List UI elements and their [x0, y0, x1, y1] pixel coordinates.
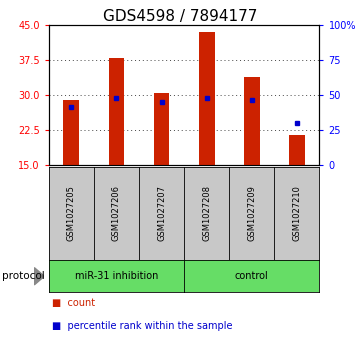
Text: GSM1027209: GSM1027209	[247, 185, 256, 241]
Bar	[154, 93, 169, 165]
Text: GSM1027207: GSM1027207	[157, 185, 166, 241]
Bar	[289, 135, 305, 165]
Text: ■  count: ■ count	[52, 298, 95, 308]
Bar	[199, 32, 214, 165]
Text: GSM1027208: GSM1027208	[202, 185, 211, 241]
Text: miR-31 inhibition: miR-31 inhibition	[75, 271, 158, 281]
Text: protocol: protocol	[2, 271, 44, 281]
Bar	[109, 58, 124, 165]
Polygon shape	[34, 268, 44, 285]
Text: ■  percentile rank within the sample: ■ percentile rank within the sample	[52, 321, 233, 331]
Bar	[64, 100, 79, 165]
Text: GSM1027205: GSM1027205	[67, 185, 76, 241]
Bar	[244, 77, 260, 165]
Text: GDS4598 / 7894177: GDS4598 / 7894177	[103, 9, 258, 24]
Text: GSM1027206: GSM1027206	[112, 185, 121, 241]
Text: GSM1027210: GSM1027210	[292, 185, 301, 241]
Text: control: control	[235, 271, 269, 281]
